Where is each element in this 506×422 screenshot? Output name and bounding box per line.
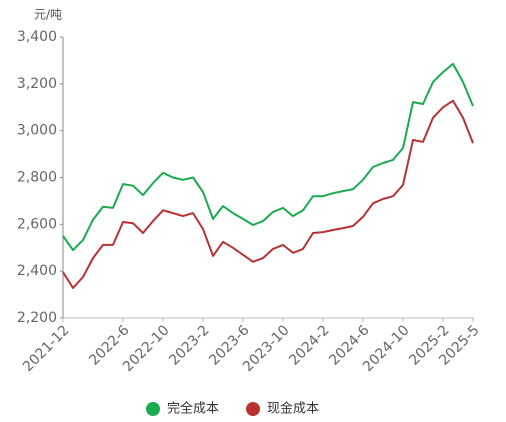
- y-unit: 元/吨: [34, 8, 62, 22]
- x-tick-label: 2021-12: [20, 322, 73, 375]
- legend-text: 完全成本: [167, 401, 219, 417]
- series-line: [62, 99, 474, 289]
- y-tick-label: 3,200: [17, 76, 57, 92]
- legend-marker: [146, 402, 160, 416]
- legend-text: 现金成本: [267, 401, 319, 417]
- y-tick-label: 3,000: [17, 123, 57, 139]
- y-tick-label: 3,400: [17, 29, 57, 45]
- x-tick-label: 2023-2: [166, 322, 212, 368]
- legend-marker: [246, 402, 260, 416]
- y-tick-label: 2,200: [17, 310, 57, 326]
- series-line: [62, 62, 474, 252]
- y-tick-label: 2,800: [17, 170, 57, 186]
- y-tick-label: 2,600: [17, 216, 57, 232]
- y-tick-label: 2,400: [17, 263, 57, 279]
- x-tick-label: 2024-2: [286, 322, 332, 368]
